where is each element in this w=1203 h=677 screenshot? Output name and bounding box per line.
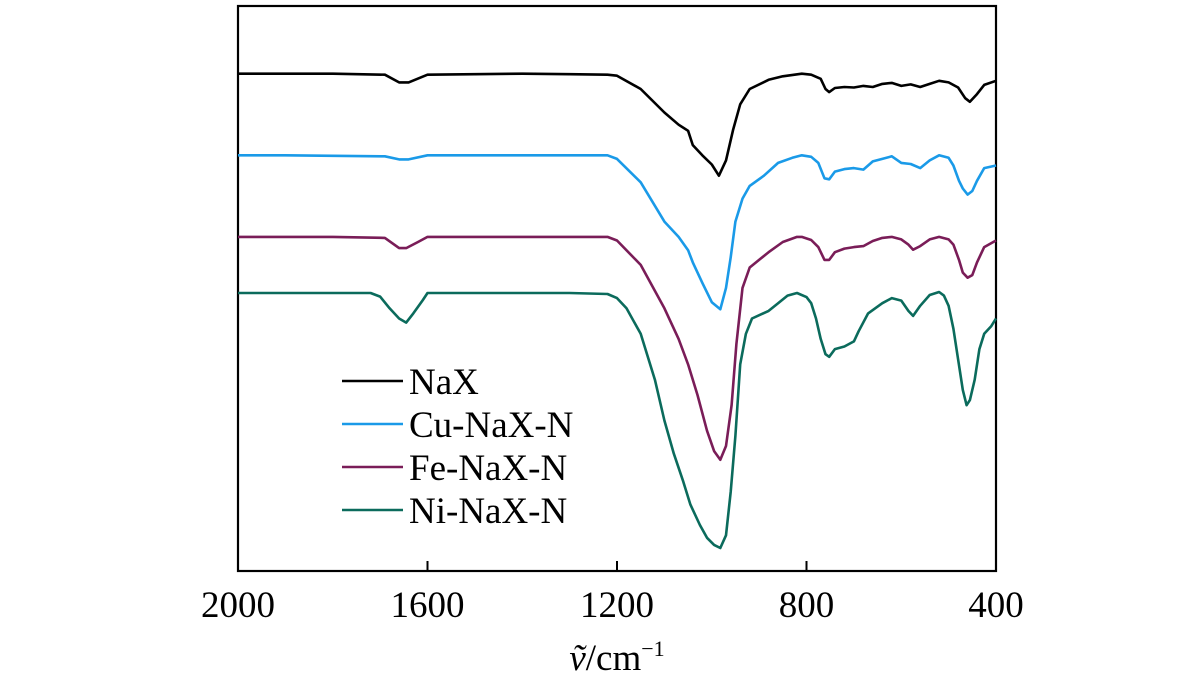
legend-label-ni-nax-n: Ni-NaX-N (409, 491, 567, 532)
x-axis: 2000 1600 1200 800 400 (201, 561, 1024, 626)
series-line-nax (238, 72, 997, 177)
series-line-fe-nax-n (238, 235, 997, 462)
x-axis-title: ṽ/cm−1 (569, 636, 664, 677)
plot-frame (236, 4, 998, 573)
x-tick-label-2000: 2000 (201, 585, 275, 626)
x-axis-unit: /cm (586, 638, 642, 677)
x-axis-symbol: ṽ (569, 638, 587, 677)
series-line-ni-nax-n (238, 290, 998, 550)
x-tick-label-1600: 1600 (391, 585, 465, 626)
x-tick-label-400: 400 (968, 585, 1024, 626)
x-axis-exponent: −1 (641, 636, 664, 661)
x-tick-label-1200: 1200 (580, 585, 654, 626)
legend-label-cu-nax-n: Cu-NaX-N (409, 405, 573, 446)
legend-label-nax: NaX (409, 362, 479, 403)
series-layer (238, 72, 998, 550)
legend-label-fe-nax-n: Fe-NaX-N (409, 448, 567, 489)
x-tick-label-800: 800 (779, 585, 835, 626)
series-line-cu-nax-n (238, 154, 997, 311)
